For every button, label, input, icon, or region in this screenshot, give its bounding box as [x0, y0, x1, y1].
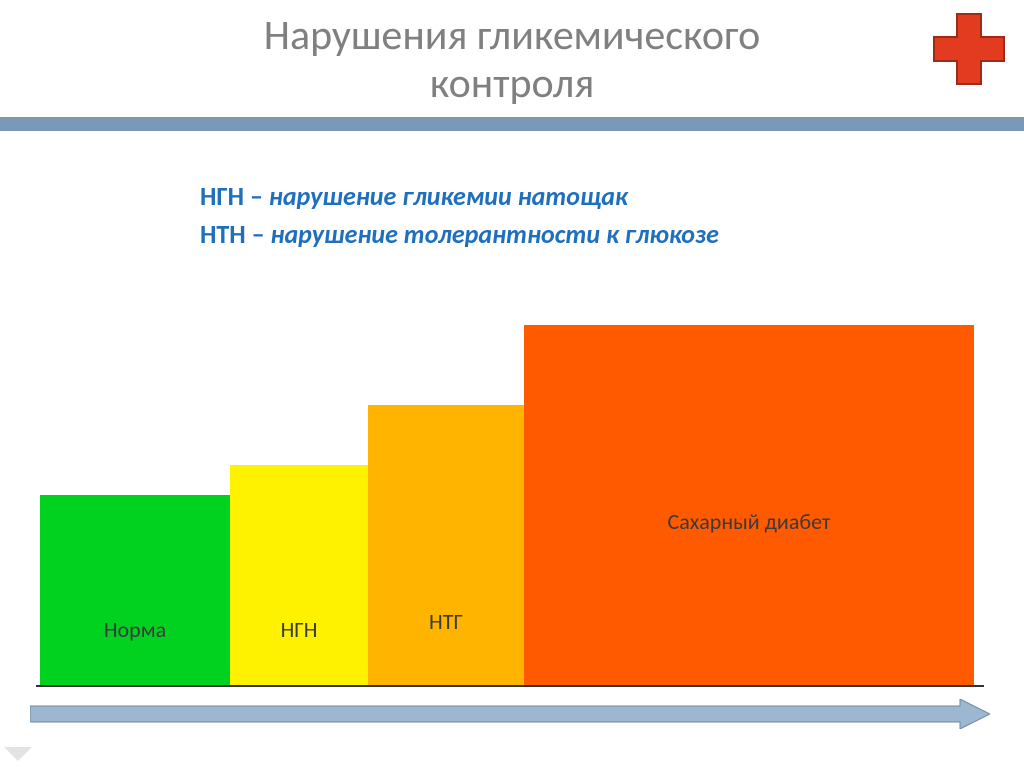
- medical-cross-icon: [932, 12, 1006, 91]
- chart-bar-label: Сахарный диабет: [524, 508, 974, 535]
- chart-bar-label: НГН: [230, 616, 368, 643]
- legend-abbr: НГН: [200, 180, 244, 212]
- slide-title: Нарушения гликемического контроля: [0, 0, 1024, 109]
- legend-row: НТН – нарушение толерантности к глюкозе: [200, 216, 719, 254]
- slide-corner-marker: [4, 747, 32, 761]
- chart-baseline: [36, 685, 984, 687]
- legend-def: нарушение гликемии натощак: [269, 180, 628, 212]
- chart-bar: НГН: [230, 465, 368, 685]
- bar-chart: НормаНГННТГ Сахарный диабет: [40, 325, 980, 685]
- chart-bar-label: НТГ: [368, 608, 524, 635]
- chart-bar: Сахарный диабет: [524, 325, 974, 685]
- legend-def: нарушение толерантности к глюкозе: [270, 218, 718, 250]
- legend: НГН – нарушение гликемии натощак НТН – н…: [200, 178, 719, 253]
- progression-arrow: [30, 699, 990, 729]
- cross-shape: [934, 14, 1004, 84]
- chart-bar: НТГ: [368, 405, 524, 685]
- title-line-1: Нарушения гликемического: [0, 12, 1024, 60]
- chart-bar-label: Норма: [40, 616, 230, 643]
- legend-abbr: НТН: [200, 218, 246, 250]
- arrow-shape: [30, 699, 990, 729]
- title-line-2: контроля: [0, 60, 1024, 108]
- legend-row: НГН – нарушение гликемии натощак: [200, 178, 719, 216]
- title-divider: [0, 117, 1024, 131]
- chart-bar: Норма: [40, 495, 230, 685]
